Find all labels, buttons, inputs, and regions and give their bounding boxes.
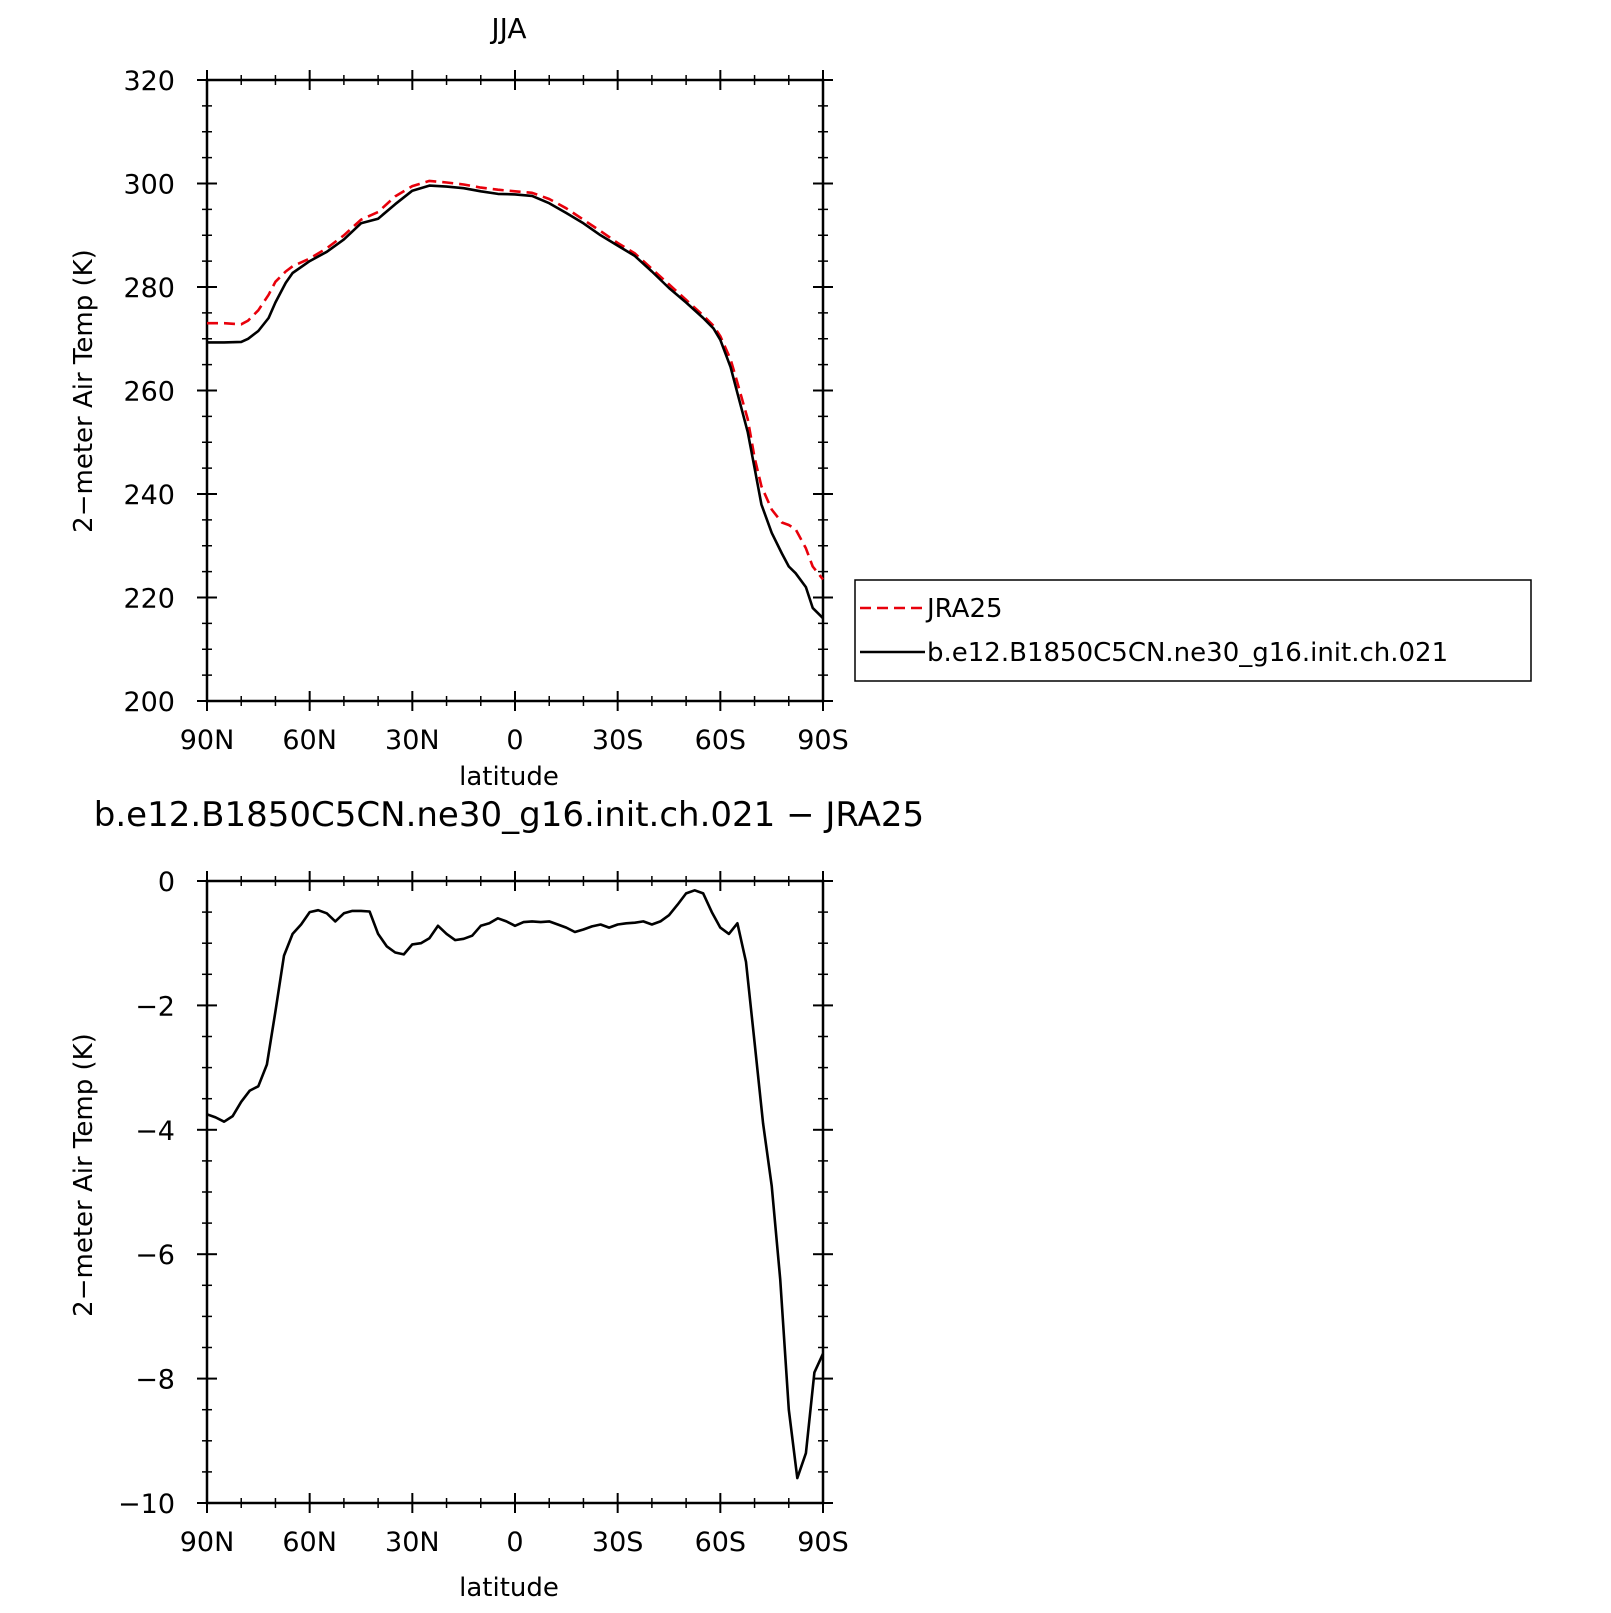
bottom-x-tick-label: 30N — [385, 1527, 440, 1558]
top-y-tick-label: 240 — [123, 480, 175, 511]
legend-label-model: b.e12.B1850C5CN.ne30_g16.init.ch.021 — [927, 638, 1448, 668]
top-x-tick-label: 60N — [282, 725, 337, 756]
top-y-tick-label: 320 — [123, 66, 175, 97]
top-x-tick-label: 0 — [506, 725, 523, 756]
bottom-series-line-0 — [206, 888, 825, 1480]
bottom-y-tick-label: 0 — [158, 867, 175, 898]
top-series-line-1 — [207, 184, 824, 620]
top-title: JJA — [489, 12, 526, 45]
top-plot-frame — [205, 78, 825, 703]
bottom-x-tick-label: 90S — [797, 1527, 849, 1558]
bottom-y-tick-label: −4 — [135, 1116, 175, 1147]
top-axes: 90N 60N 30N 0 30S 60S 90S 320 300 280 260 240 220 200 — [123, 66, 848, 756]
legend: JRA25 b.e12.B1850C5CN.ne30_g16.init.ch.0… — [854, 579, 1532, 682]
bottom-title: b.e12.B1850C5CN.ne30_g16.init.ch.021 − J… — [94, 795, 924, 835]
legend-box — [854, 579, 1532, 682]
top-x-tick-label: 90S — [797, 725, 849, 756]
top-x-tick-label: 30S — [592, 725, 644, 756]
bottom-panel: b.e12.B1850C5CN.ne30_g16.init.ch.021 − J… — [69, 795, 924, 1603]
bottom-y-tick-label: −2 — [135, 991, 175, 1022]
top-x-tick-label: 60S — [695, 725, 747, 756]
bottom-x-tick-label: 90N — [180, 1527, 235, 1558]
bottom-ylabel: 2−meter Air Temp (K) — [69, 1033, 99, 1317]
top-x-tick-label: 90N — [180, 725, 235, 756]
top-ylabel: 2−meter Air Temp (K) — [69, 249, 99, 533]
bottom-y-tick-label: −8 — [135, 1365, 175, 1396]
bottom-y-tick-label: −10 — [118, 1489, 175, 1520]
bottom-axes: 90N 60N 30N 0 30S 60S 90S 0 −2 −4 −6 −8 −10 — [118, 867, 849, 1558]
top-panel: JJA 90N 60N 30N 0 30S 60S 90S 320 300 280 260 240 22… — [69, 12, 849, 792]
top-y-tick-label: 220 — [123, 584, 175, 615]
legend-label-jra25: JRA25 — [925, 594, 1003, 624]
bottom-xlabel: latitude — [459, 1573, 559, 1603]
top-series — [207, 179, 825, 620]
bottom-series — [206, 888, 825, 1480]
bottom-x-tick-label: 60N — [282, 1527, 337, 1558]
top-xlabel: latitude — [459, 762, 559, 792]
top-y-tick-label: 200 — [123, 687, 175, 718]
top-y-tick-label: 260 — [123, 377, 175, 408]
bottom-plot-frame — [205, 879, 825, 1505]
top-y-tick-label: 300 — [123, 170, 175, 201]
bottom-x-tick-label: 60S — [695, 1527, 747, 1558]
bottom-x-tick-label: 30S — [592, 1527, 644, 1558]
bottom-y-tick-label: −6 — [135, 1240, 175, 1271]
top-y-tick-label: 280 — [123, 273, 175, 304]
bottom-x-tick-label: 0 — [506, 1527, 523, 1558]
top-x-tick-label: 30N — [385, 725, 440, 756]
top-series-line-0 — [207, 179, 825, 581]
